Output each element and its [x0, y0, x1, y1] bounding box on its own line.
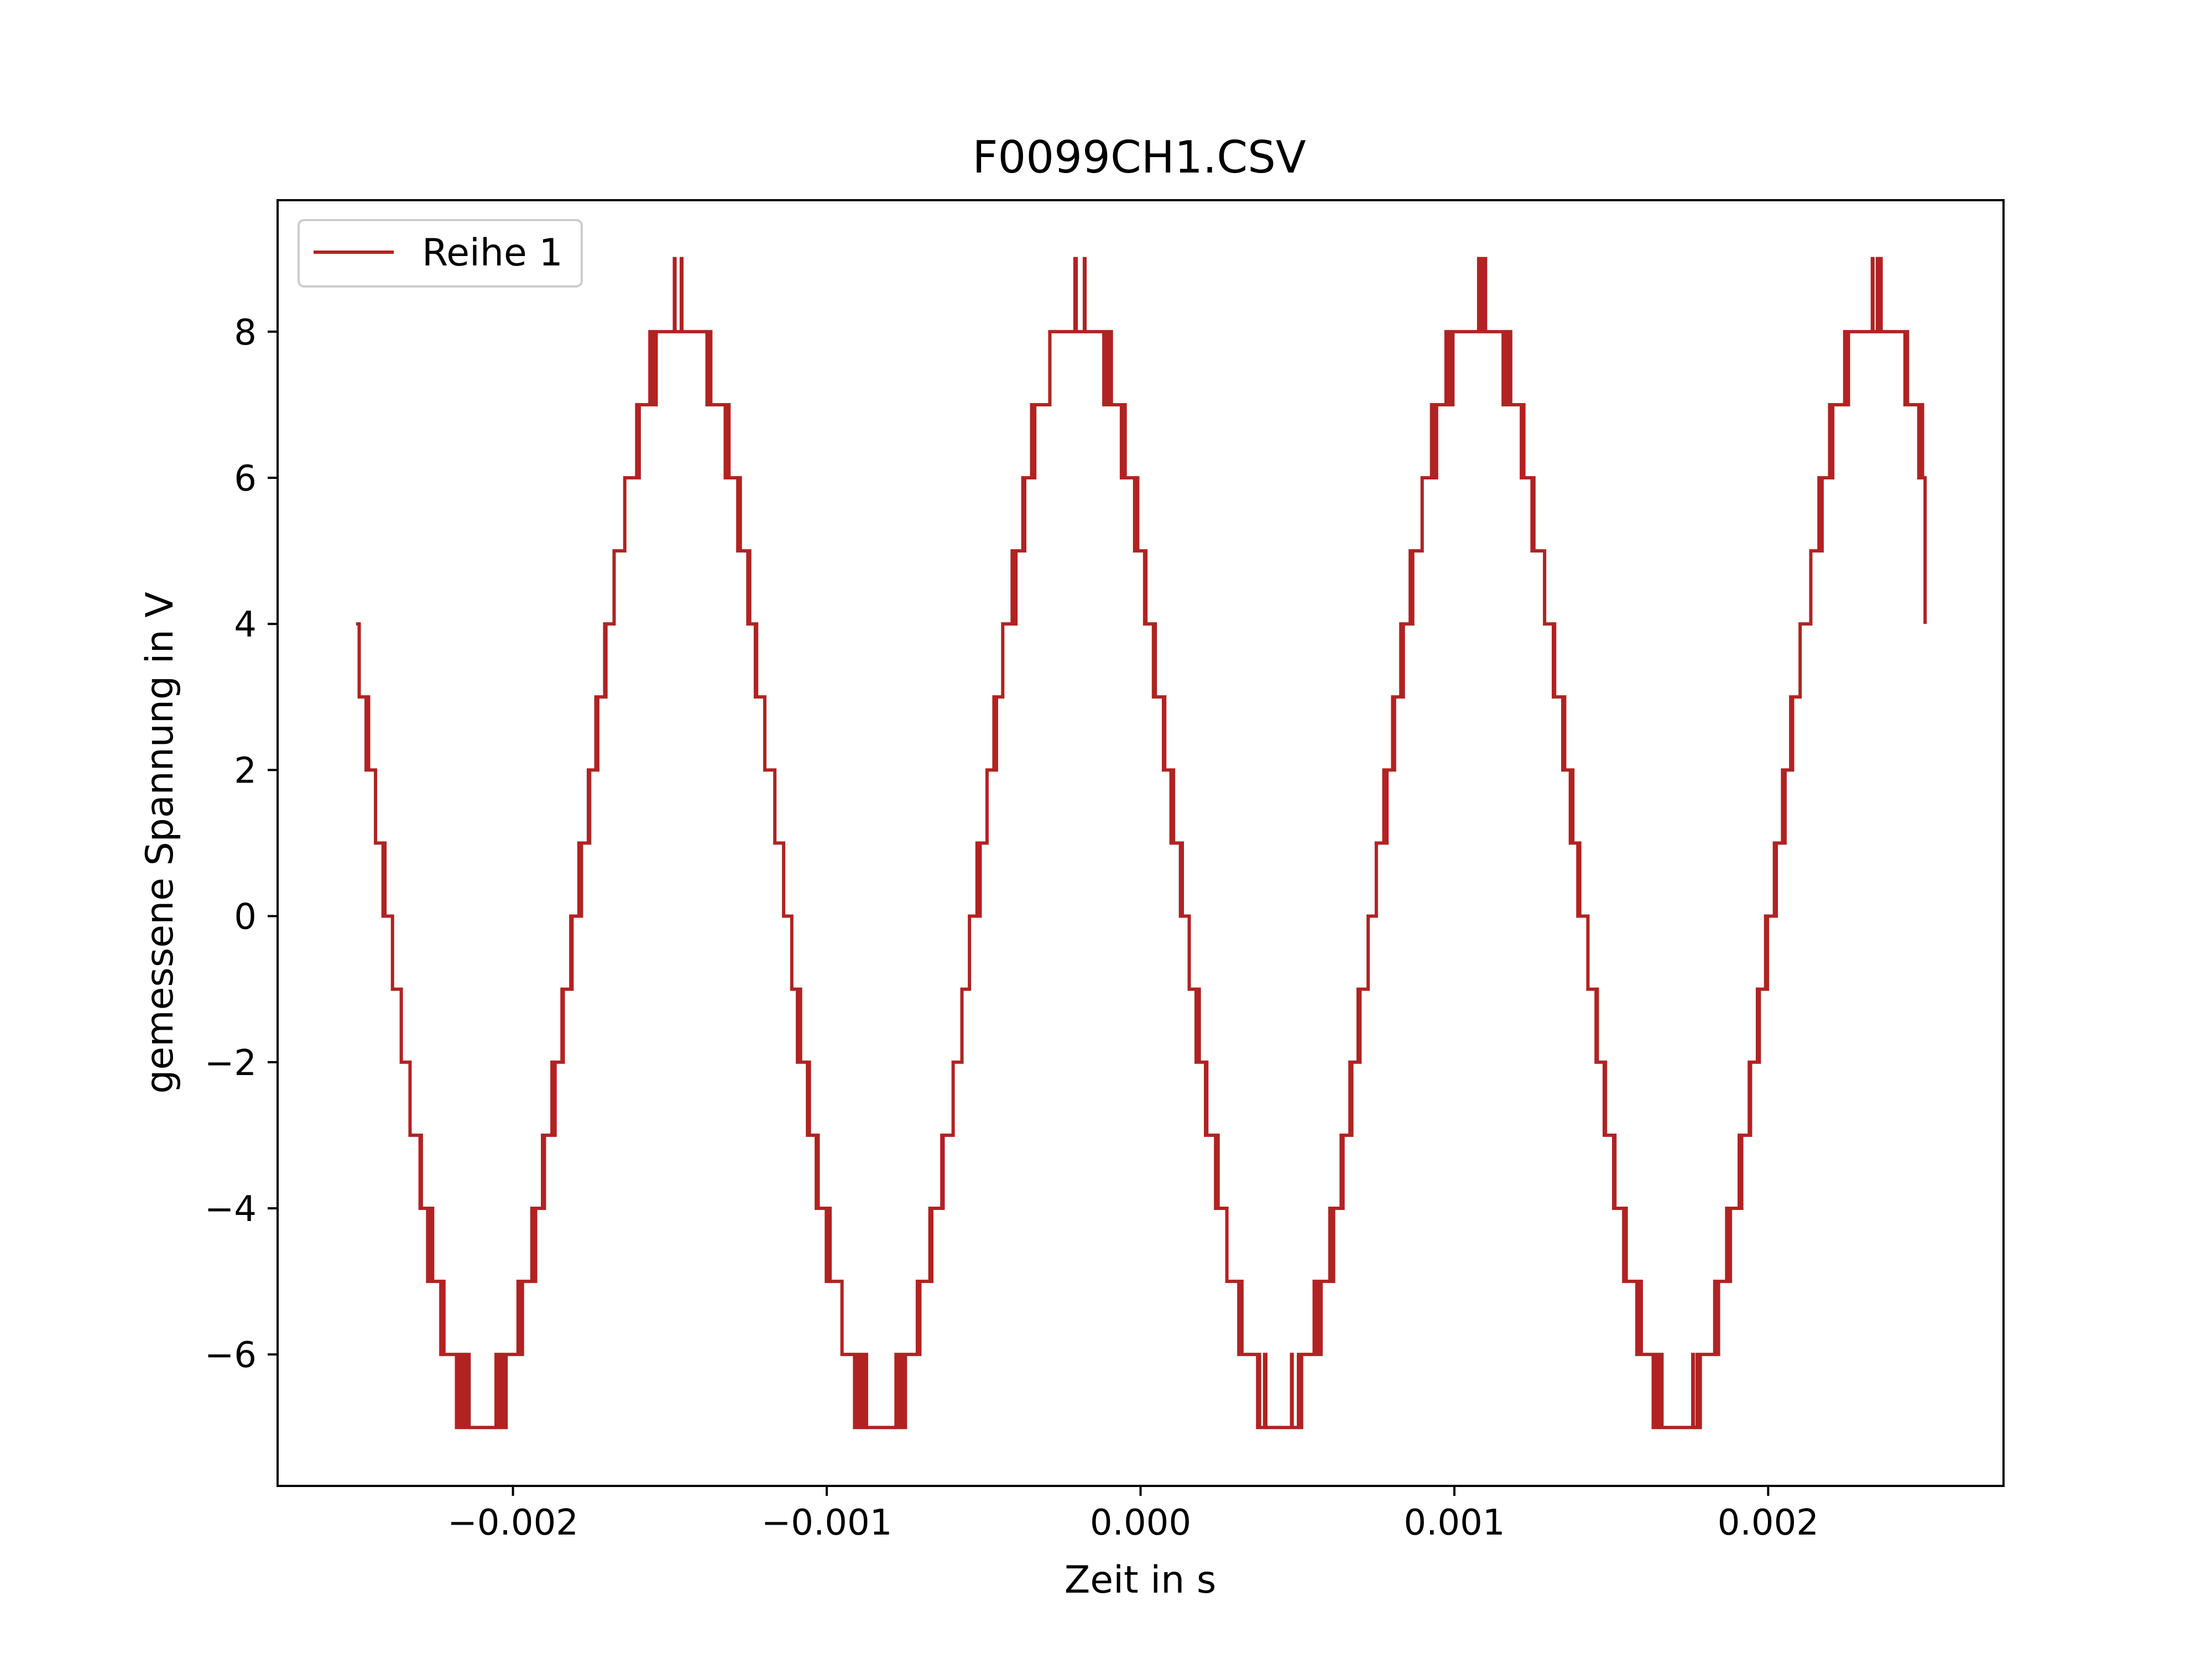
- plot-area: [356, 257, 1927, 1430]
- y-tick-label: 8: [234, 312, 257, 353]
- x-tick-label: −0.002: [447, 1503, 578, 1543]
- y-tick-label: 6: [234, 458, 257, 499]
- y-tick-label: −4: [205, 1189, 257, 1230]
- x-axis-label: Zeit in s: [1065, 1558, 1217, 1602]
- legend-box: [298, 219, 583, 288]
- y-tick-label: 4: [234, 604, 257, 645]
- y-tick-label: 0: [234, 897, 257, 938]
- x-tick-label: 0.002: [1718, 1503, 1819, 1543]
- y-tick-label: −6: [205, 1335, 257, 1376]
- legend-label-reihe-1: Reihe 1: [422, 231, 563, 275]
- y-tick-label: −2: [205, 1043, 257, 1084]
- x-axis: −0.002 −0.001 0.000 0.001 0.002: [447, 1486, 1819, 1543]
- y-axis: −6 −4 −2 0 2 4 6 8: [205, 312, 278, 1376]
- legend: Reihe 1: [298, 219, 583, 288]
- x-tick-label: 0.001: [1404, 1503, 1505, 1543]
- x-tick-label: 0.000: [1090, 1503, 1191, 1543]
- series-line-reihe-1: [356, 257, 1927, 1430]
- chart-title: F0099CH1.CSV: [972, 132, 1306, 183]
- y-axis-label: gemessene Spannung in V: [138, 592, 182, 1094]
- y-tick-label: 2: [234, 750, 257, 791]
- x-tick-label: −0.001: [761, 1503, 893, 1543]
